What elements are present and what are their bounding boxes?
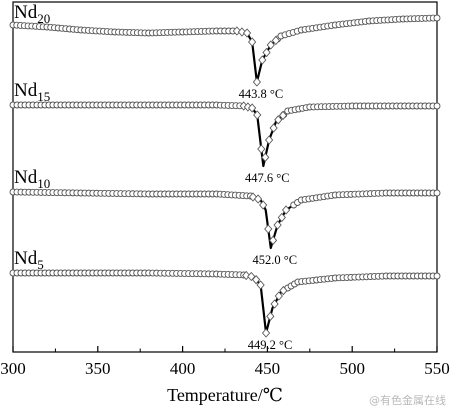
peak-marker	[269, 123, 278, 133]
series-labels: Nd20 Nd15 Nd10 Nd5	[14, 2, 50, 272]
peak-marker	[264, 224, 273, 234]
peak-marker	[266, 311, 275, 322]
peak-marker	[253, 110, 262, 120]
peak-marker	[261, 328, 271, 338]
peak-marker	[248, 103, 257, 113]
series-label-nd20: Nd20	[14, 2, 50, 26]
x-tick-label: 300	[0, 359, 26, 378]
x-tick-label: 450	[255, 359, 281, 378]
peak-marker	[264, 135, 274, 145]
series-line-nd15	[13, 103, 437, 168]
x-tick-label: 550	[424, 359, 450, 378]
x-tick-label: 400	[170, 359, 196, 378]
peak-marker	[273, 220, 282, 230]
peak-temperature-label: 443.8 °C	[239, 87, 284, 101]
peak-marker	[274, 115, 283, 125]
peak-marker	[232, 26, 241, 36]
peak-marker	[270, 299, 279, 309]
series-label-nd15: Nd15	[14, 80, 50, 104]
series-label-nd5: Nd5	[14, 248, 44, 272]
series-line-nd5	[13, 271, 437, 335]
peak-marker	[279, 285, 288, 296]
peak-marker	[237, 27, 247, 37]
peak-marker	[251, 274, 261, 285]
peak-marker	[253, 194, 263, 204]
peak-marker	[266, 40, 275, 50]
plot-frame	[12, 1, 438, 353]
x-axis-title: Temperature/℃	[167, 385, 283, 405]
peak-marker	[258, 55, 267, 65]
peak-marker	[271, 35, 280, 46]
peak-marker	[248, 37, 257, 47]
data-point-marker	[433, 14, 441, 22]
peak-marker	[268, 235, 278, 246]
peak-marker	[257, 144, 266, 154]
peak-marker	[261, 152, 270, 163]
peak-marker	[262, 47, 271, 58]
x-axis: 300 350 400 450 500 550	[0, 346, 450, 378]
peak-marker	[242, 28, 252, 38]
peak-marker	[256, 280, 265, 290]
peak-marker	[278, 110, 288, 121]
series-curves	[12, 16, 438, 335]
x-tick-label: 350	[85, 359, 111, 378]
peak-marker	[252, 77, 261, 87]
data-point-marker	[433, 272, 441, 280]
watermark: @有色金属在线	[369, 393, 446, 407]
peak-temperature-label: 447.6 °C	[245, 171, 290, 185]
x-tick-label: 500	[339, 359, 365, 378]
peak-temperature-label: 452.0 °C	[252, 253, 297, 267]
peak-marker	[242, 270, 251, 281]
series-label-nd10: Nd10	[14, 167, 50, 191]
peak-marker	[274, 291, 283, 301]
series-markers	[9, 14, 441, 338]
peak-marker	[259, 200, 268, 210]
series-line-nd10	[12, 190, 437, 250]
data-point-marker	[433, 189, 441, 197]
peak-marker	[281, 205, 291, 215]
peak-temperature-label: 449.2 °C	[248, 338, 293, 352]
peak-annotations: 443.8 °C 447.6 °C 452.0 °C 449.2 °C	[239, 87, 298, 352]
peak-marker	[277, 212, 286, 223]
data-point-marker	[433, 102, 441, 110]
